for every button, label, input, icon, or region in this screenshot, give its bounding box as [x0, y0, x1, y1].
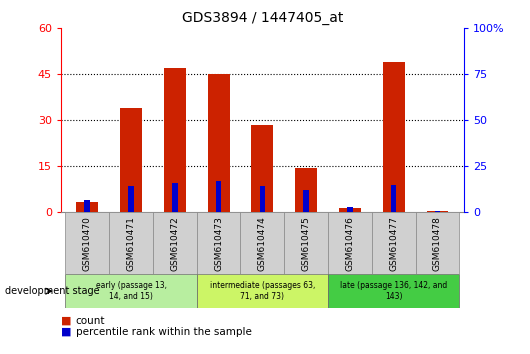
- Text: GSM610470: GSM610470: [83, 216, 92, 271]
- Bar: [328, 212, 372, 274]
- Text: count: count: [76, 316, 105, 326]
- Bar: [216, 181, 222, 212]
- Text: GSM610476: GSM610476: [346, 216, 355, 271]
- Bar: [303, 190, 309, 212]
- Bar: [284, 212, 328, 274]
- Text: intermediate (passages 63,
71, and 73): intermediate (passages 63, 71, and 73): [210, 281, 315, 301]
- Text: late (passage 136, 142, and
143): late (passage 136, 142, and 143): [340, 281, 447, 301]
- Bar: [128, 186, 134, 212]
- Text: GSM610472: GSM610472: [170, 216, 179, 271]
- Bar: [435, 211, 440, 212]
- Text: GSM610473: GSM610473: [214, 216, 223, 271]
- Bar: [65, 212, 109, 274]
- Text: early (passage 13,
14, and 15): early (passage 13, 14, and 15): [95, 281, 166, 301]
- Bar: [164, 68, 186, 212]
- Bar: [328, 274, 460, 308]
- Bar: [427, 211, 448, 212]
- Text: GSM610475: GSM610475: [302, 216, 311, 271]
- Bar: [65, 274, 197, 308]
- Bar: [416, 212, 460, 274]
- Bar: [197, 212, 241, 274]
- Text: ■: ■: [61, 327, 72, 337]
- Bar: [197, 274, 328, 308]
- Bar: [241, 212, 284, 274]
- Bar: [260, 186, 265, 212]
- Text: ■: ■: [61, 316, 72, 326]
- Bar: [347, 207, 352, 212]
- Bar: [372, 212, 416, 274]
- Text: GSM610474: GSM610474: [258, 216, 267, 271]
- Bar: [109, 212, 153, 274]
- Bar: [208, 74, 229, 212]
- Bar: [251, 125, 273, 212]
- Text: GSM610471: GSM610471: [127, 216, 136, 271]
- Bar: [153, 212, 197, 274]
- Text: GSM610478: GSM610478: [433, 216, 442, 271]
- Text: percentile rank within the sample: percentile rank within the sample: [76, 327, 252, 337]
- Bar: [295, 168, 317, 212]
- Bar: [383, 62, 404, 212]
- Bar: [120, 108, 142, 212]
- Bar: [339, 208, 361, 212]
- Title: GDS3894 / 1447405_at: GDS3894 / 1447405_at: [182, 11, 343, 24]
- Text: development stage: development stage: [5, 286, 100, 296]
- Text: GSM610477: GSM610477: [389, 216, 398, 271]
- Bar: [172, 183, 178, 212]
- Bar: [84, 200, 90, 212]
- Bar: [391, 185, 396, 212]
- Bar: [76, 202, 98, 212]
